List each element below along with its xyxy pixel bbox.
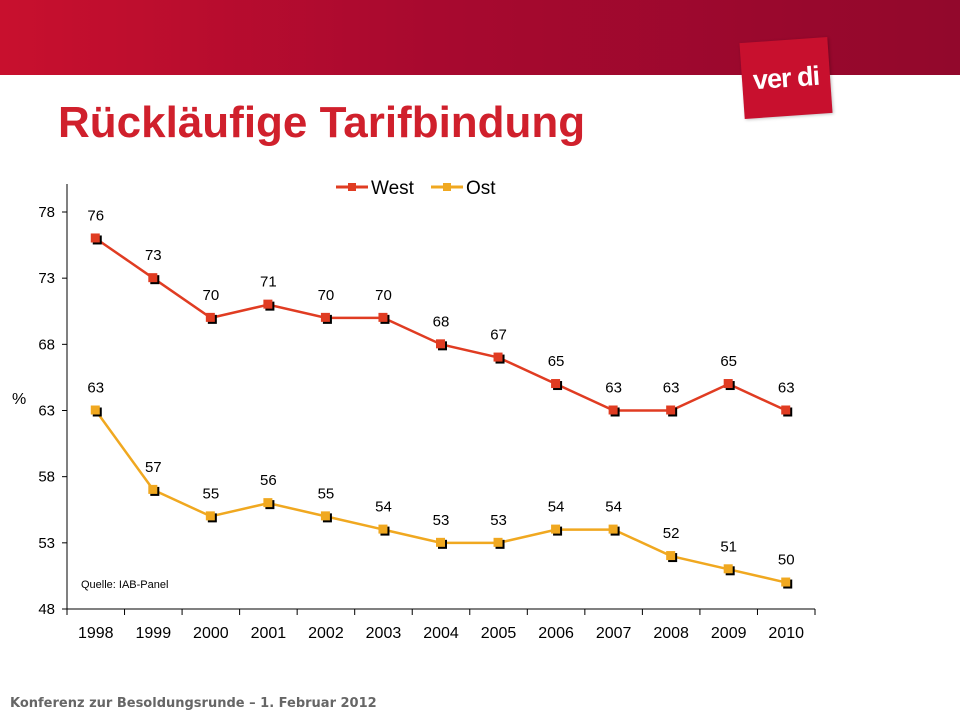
data-label-west: 71 [260,274,277,291]
page-title: Rückläufige Tarifbindung [58,98,586,147]
data-point-ost [90,405,100,415]
x-tick-label: 2009 [711,625,747,642]
y-tick-label: 58 [38,469,55,486]
data-label-west: 65 [548,353,565,370]
data-point-west [205,312,215,322]
data-point-west [148,273,158,283]
x-tick-label: 2008 [653,625,689,642]
data-point-ost [205,511,215,521]
x-tick-label: 2002 [308,625,344,642]
data-point-ost [551,524,561,534]
data-label-ost: 63 [87,380,104,397]
y-axis-label: % [12,391,26,408]
data-label-west: 73 [145,247,162,264]
data-point-west [608,405,618,415]
legend-marker [443,183,451,191]
data-label-ost: 54 [548,499,565,516]
data-point-west [723,379,733,389]
data-label-ost: 51 [720,538,737,555]
data-label-west: 63 [605,380,622,397]
x-tick-label: 1999 [136,625,172,642]
data-label-ost: 52 [663,525,680,542]
data-label-west: 68 [433,313,450,330]
data-point-ost [608,524,618,534]
data-point-west [436,339,445,349]
x-tick-label: 2010 [768,625,804,642]
data-point-ost [666,551,676,561]
y-tick-label: 78 [38,204,55,221]
x-tick-label: 2001 [251,625,287,642]
data-point-west [551,379,561,389]
y-tick-label: 48 [38,601,55,618]
x-tick-label: 2007 [596,625,632,642]
data-label-west: 67 [490,327,507,344]
data-label-ost: 50 [778,552,795,569]
y-tick-label: 63 [38,403,55,420]
y-tick-label: 73 [38,270,55,287]
data-point-ost [378,524,388,534]
data-label-west: 70 [375,287,392,304]
data-label-west: 63 [778,380,795,397]
data-point-west [320,312,330,322]
data-point-west [781,405,791,415]
x-tick-label: 2006 [538,625,574,642]
data-point-west [493,352,503,362]
footer-text: Konferenz zur Besoldungsrunde – 1. Febru… [10,696,377,711]
data-point-ost [148,484,158,494]
legend-label-ost: Ost [466,178,496,199]
data-label-ost: 53 [490,512,507,529]
source-note: Quelle: IAB-Panel [81,579,168,591]
x-tick-label: 2005 [481,625,517,642]
data-label-ost: 54 [375,499,392,516]
data-point-ost [263,498,273,508]
x-tick-label: 2003 [366,625,402,642]
data-label-ost: 54 [605,499,622,516]
data-label-west: 70 [318,287,335,304]
data-label-west: 76 [87,207,104,224]
legend-marker [348,183,356,191]
x-tick-label: 2004 [423,625,459,642]
data-label-ost: 55 [203,485,220,502]
legend-label-west: West [371,178,415,199]
y-tick-label: 68 [38,336,55,353]
data-label-west: 70 [203,287,220,304]
data-point-west [90,233,100,243]
data-label-west: 65 [720,353,737,370]
data-point-ost [436,537,445,547]
data-label-ost: 55 [318,485,335,502]
series-line-ost [94,409,787,584]
data-label-ost: 56 [260,472,277,489]
x-tick-label: 2000 [193,625,229,642]
x-tick-label: 1998 [78,625,114,642]
data-point-west [378,312,388,322]
data-label-ost: 57 [145,459,162,476]
data-point-west [666,405,676,415]
y-tick-label: 53 [38,535,55,552]
data-point-ost [723,564,733,574]
data-label-ost: 53 [433,512,450,529]
data-point-ost [781,577,791,587]
data-point-west [263,299,273,309]
data-point-ost [320,511,330,521]
data-point-ost [493,537,503,547]
data-label-west: 63 [663,380,680,397]
